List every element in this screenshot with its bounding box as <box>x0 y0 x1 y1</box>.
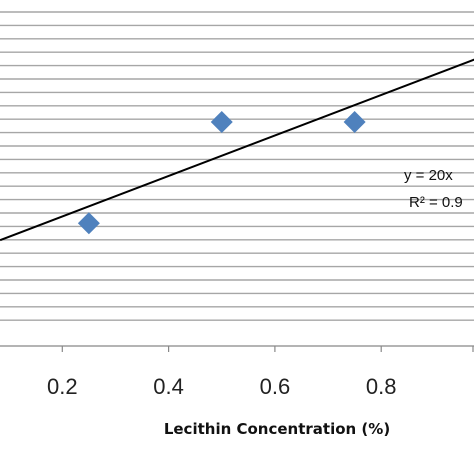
data-points <box>77 111 366 235</box>
x-tick-label: 0.2 <box>47 374 78 399</box>
trendline-equation: y = 20x <box>404 167 453 184</box>
trendline <box>0 58 474 242</box>
data-point <box>77 212 100 235</box>
data-point <box>210 111 233 133</box>
trendline-r-squared: R² = 0.9 <box>409 194 463 211</box>
x-axis-title: Lecithin Concentration (%) <box>164 420 390 438</box>
x-tick-label: 0.8 <box>366 374 397 399</box>
data-point <box>343 111 366 133</box>
x-tick-label: 0.6 <box>260 374 291 399</box>
trendline-layer <box>0 58 474 242</box>
x-axis-ticks: 0.2 0.4 0.6 0.8 <box>47 346 474 399</box>
gridlines <box>0 11 474 321</box>
x-tick-label: 0.4 <box>153 374 184 399</box>
